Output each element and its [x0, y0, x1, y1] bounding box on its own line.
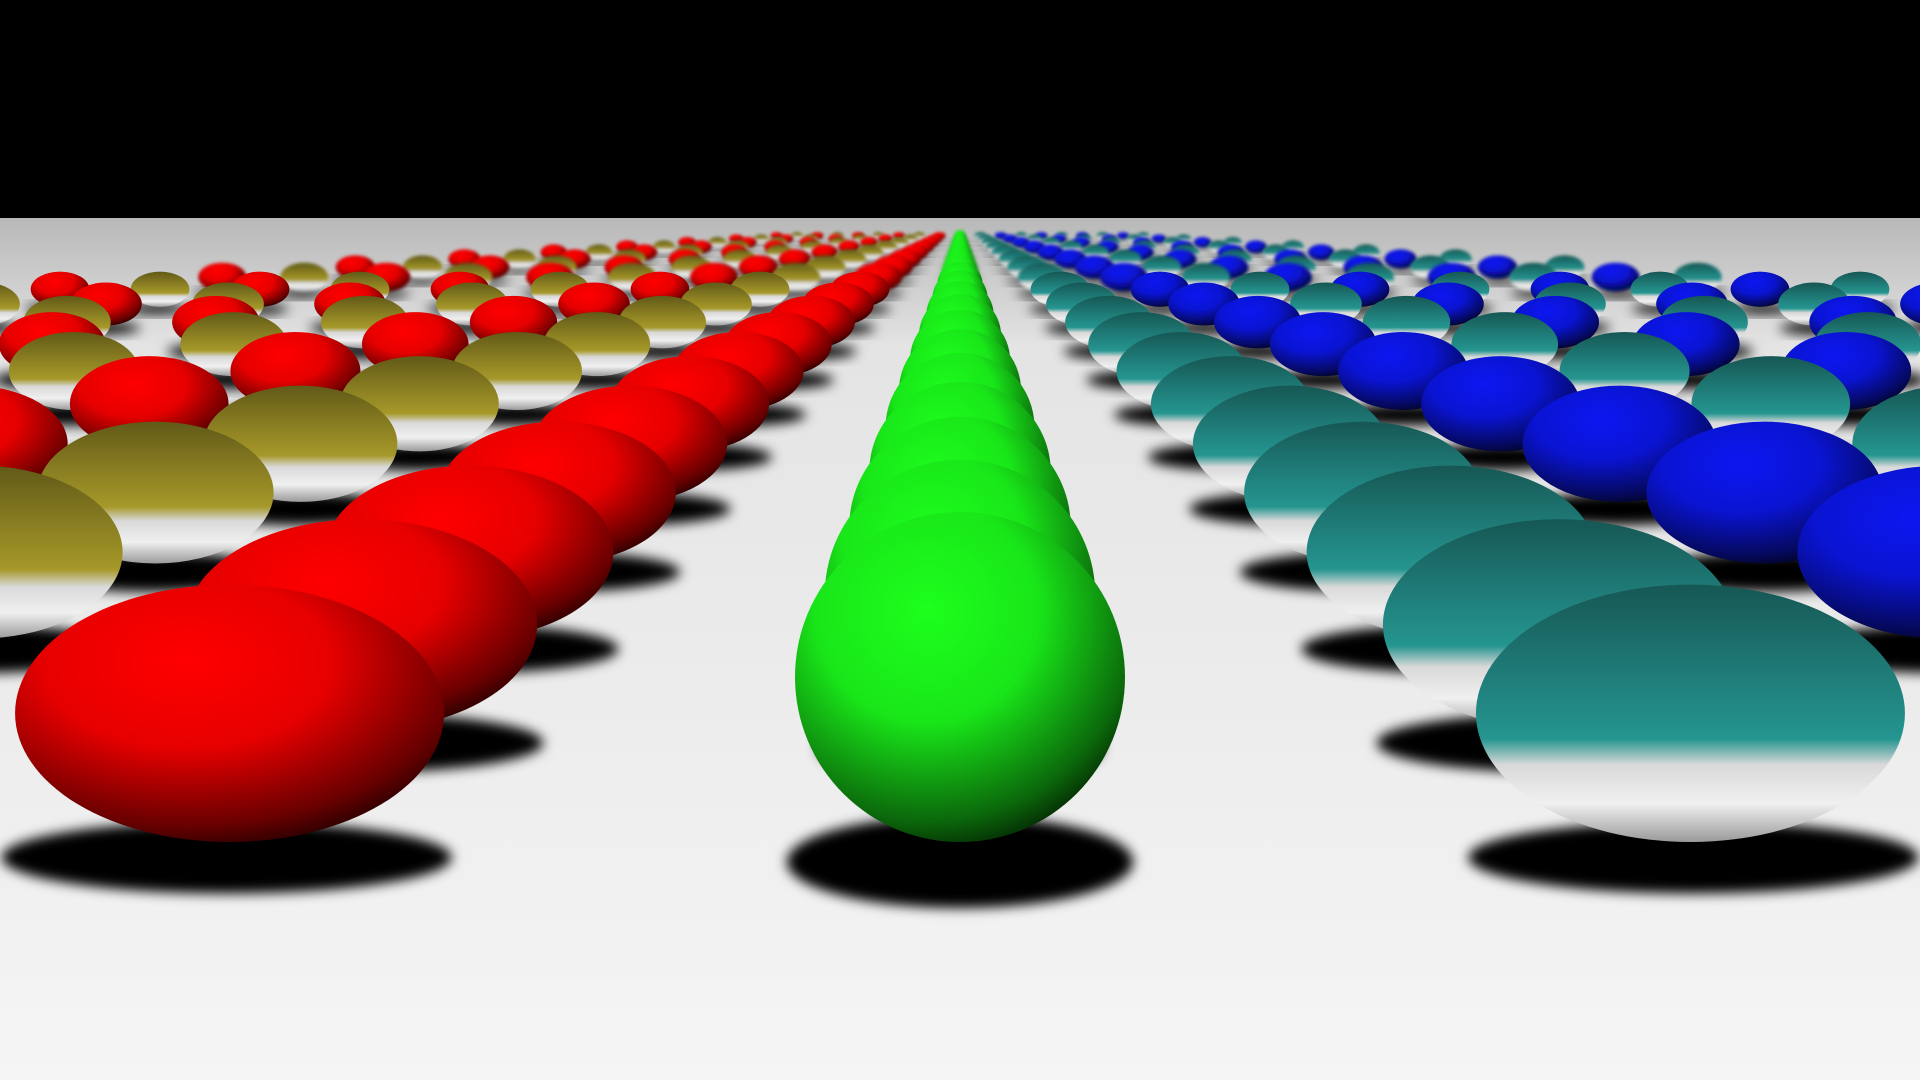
blue-sphere: [1384, 249, 1417, 269]
sphere-field: [0, 230, 1920, 908]
blue-sphere: [1730, 271, 1790, 307]
blue-sphere: [1591, 262, 1640, 292]
gold-mirror-sphere: [791, 232, 803, 240]
gold-mirror-sphere: [0, 284, 20, 324]
gold-mirror-sphere: [0, 466, 123, 638]
blue-sphere: [1117, 232, 1129, 240]
gold-mirror-sphere: [585, 244, 613, 261]
red-sphere: [15, 584, 445, 842]
gold-mirror-sphere: [503, 249, 536, 269]
teal-mirror-sphere: [1475, 584, 1905, 842]
blue-sphere: [1477, 255, 1518, 280]
gold-mirror-sphere: [708, 237, 727, 248]
blue-sphere: [1307, 244, 1335, 261]
gold-mirror-sphere: [280, 262, 329, 292]
sphere-shadow: [1468, 821, 1919, 894]
gold-mirror-sphere: [753, 234, 769, 244]
blue-sphere: [1245, 240, 1267, 254]
gold-mirror-sphere: [653, 240, 675, 254]
blue-sphere: [1193, 237, 1212, 248]
gold-mirror-sphere: [130, 271, 190, 307]
sphere-shadow: [786, 815, 1134, 908]
sky: [0, 0, 1920, 222]
blue-sphere: [1900, 284, 1920, 324]
blue-sphere: [1797, 466, 1920, 638]
gold-mirror-sphere: [402, 255, 443, 280]
green-sphere: [795, 512, 1125, 842]
sphere-shadow: [1, 821, 452, 894]
blue-sphere: [1151, 234, 1167, 244]
